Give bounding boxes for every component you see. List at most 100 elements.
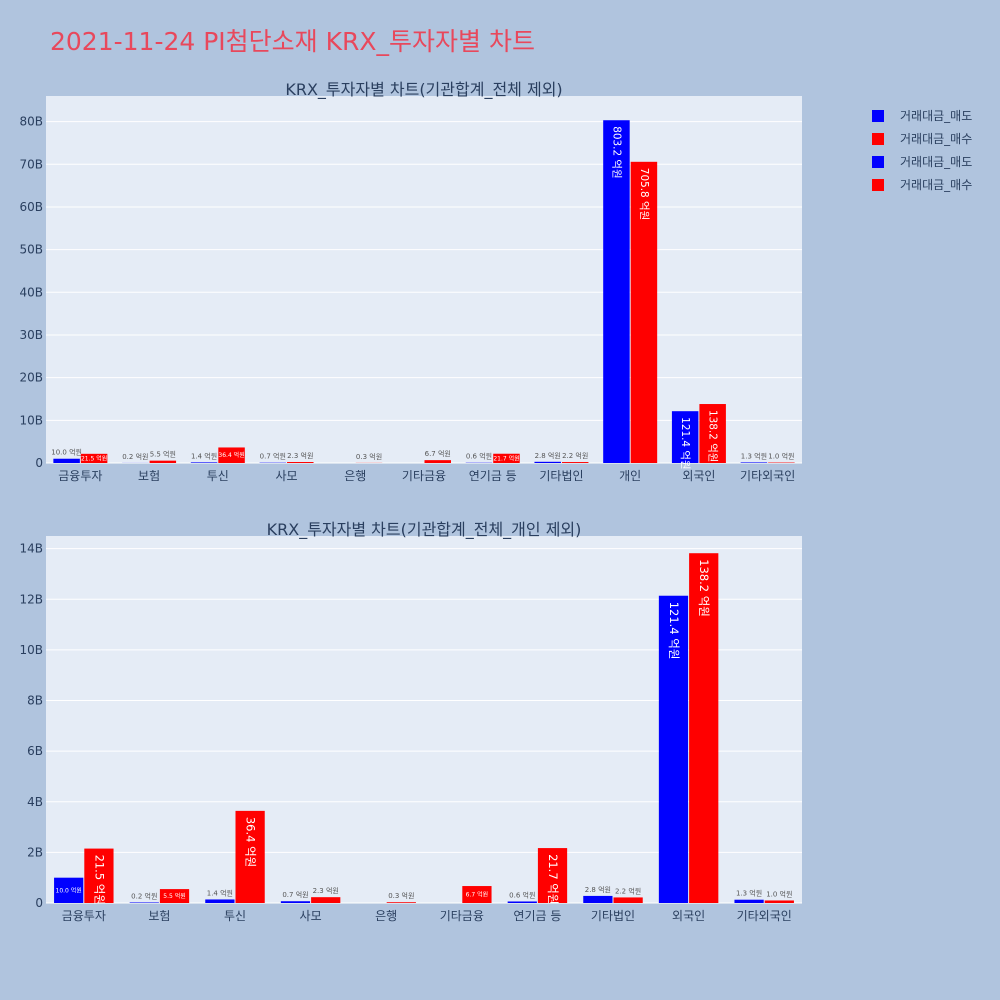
x-tick-label: 연기금 등 [513, 909, 561, 923]
page-title: 2021-11-24 PI첨단소재 KRX_투자자별 차트 [50, 27, 535, 56]
chart-title: KRX_투자자별 차트(기관합계_전체 제외) [285, 80, 562, 100]
x-tick-label: 투신 [224, 909, 246, 923]
data-label: 138.2 억원 [707, 410, 719, 462]
data-label: 0.2 억원 [122, 452, 148, 461]
data-label: 0.7 억원 [260, 452, 286, 461]
y-tick-label: 40B [19, 285, 43, 299]
bar-buy[interactable] [537, 848, 568, 903]
bar-buy[interactable] [493, 453, 520, 463]
data-label: 2.8 억원 [535, 451, 561, 460]
bar-buy[interactable] [159, 889, 190, 903]
x-tick-label: 사모 [300, 909, 322, 923]
data-label: 121.4 억원 [679, 417, 691, 469]
bar-buy[interactable] [149, 460, 177, 463]
x-tick-label: 금융투자 [58, 469, 102, 483]
bar-buy[interactable] [689, 553, 719, 903]
bar-sell[interactable] [190, 462, 218, 463]
data-label: 705.8 억원 [638, 168, 650, 220]
bar-buy[interactable] [462, 886, 492, 903]
legend-item-buy-2[interactable]: 거래대금_매수 [872, 173, 972, 196]
bar-buy[interactable] [386, 902, 416, 903]
bar-buy[interactable] [613, 897, 643, 903]
plot-area [46, 536, 802, 903]
bar-buy[interactable] [630, 161, 658, 463]
data-label: 1.0 억원 [768, 452, 794, 461]
bar-sell[interactable] [280, 901, 311, 903]
bar-buy[interactable] [561, 462, 589, 463]
bar-sell[interactable] [507, 901, 537, 903]
data-label: 1.4 억원 [191, 451, 217, 460]
legend-swatch-sell [872, 109, 884, 122]
bar-buy[interactable] [218, 447, 245, 463]
data-label: 121.4 억원 [667, 602, 681, 660]
y-tick-label: 6B [27, 744, 43, 758]
data-label: 6.7 억원 [466, 891, 489, 899]
bar-sell[interactable] [534, 461, 561, 463]
bar-sell[interactable] [740, 462, 768, 463]
bar-buy[interactable] [84, 848, 114, 903]
data-label: 6.7 억원 [425, 449, 451, 458]
data-label: 10.0 억원 [56, 886, 82, 894]
data-label: 0.2 억원 [131, 891, 157, 900]
y-tick-label: 4B [27, 795, 43, 809]
y-tick-label: 2B [27, 845, 43, 859]
data-label: 21.5 억원 [81, 454, 107, 462]
x-tick-label: 금융투자 [62, 909, 106, 923]
x-tick-label: 기타법인 [539, 469, 583, 483]
x-tick-label: 은행 [375, 908, 397, 923]
x-tick-label: 외국인 [682, 469, 715, 483]
y-tick-label: 60B [19, 200, 43, 214]
y-tick-label: 50B [19, 243, 43, 257]
data-label: 0.3 억원 [388, 891, 414, 900]
bar-buy[interactable] [424, 460, 451, 463]
bar-buy[interactable] [699, 404, 726, 463]
legend-label-sell: 거래대금_매도 [900, 109, 973, 123]
bar-sell[interactable] [53, 458, 80, 463]
bar-sell[interactable] [129, 902, 159, 903]
data-label: 2.8 억원 [585, 885, 611, 894]
x-tick-label: 보험 [138, 469, 160, 483]
legend: 거래대금_매도 거래대금_매수 거래대금_매도 거래대금_매수 [872, 104, 972, 196]
x-tick-label: 사모 [275, 469, 297, 483]
legend-swatch-buy-2 [872, 178, 884, 191]
bar-buy[interactable] [311, 897, 341, 903]
x-tick-label: 투신 [207, 469, 229, 483]
y-tick-label: 14B [19, 542, 43, 556]
data-label: 5.5 억원 [150, 450, 176, 459]
data-label: 138.2 억원 [697, 559, 711, 617]
legend-label-sell-2: 거래대금_매도 [900, 155, 973, 169]
data-label: 2.2 억원 [562, 451, 588, 460]
bar-sell[interactable] [658, 595, 689, 903]
data-label: 1.0 억원 [766, 889, 792, 898]
bar-buy[interactable] [235, 810, 265, 903]
data-label: 36.4 억원 [244, 817, 258, 867]
chart-title: KRX_투자자별 차트(기관합계_전체_개인 제외) [267, 520, 582, 540]
legend-item-sell-2[interactable]: 거래대금_매도 [872, 150, 972, 173]
bar-buy[interactable] [80, 453, 108, 463]
data-label: 1.3 억원 [741, 451, 767, 460]
x-tick-label: 개인 [619, 469, 641, 483]
y-tick-label: 0 [35, 896, 43, 910]
data-label: 21.7 억원 [546, 854, 560, 904]
x-tick-label: 연기금 등 [469, 469, 517, 483]
bar-sell[interactable] [583, 895, 613, 903]
y-tick-label: 8B [27, 694, 43, 708]
x-tick-label: 기타금융 [402, 469, 446, 483]
bar-sell[interactable] [603, 120, 630, 463]
data-label: 36.4 억원 [218, 451, 244, 459]
legend-label-buy-2: 거래대금_매수 [900, 178, 973, 192]
data-label: 2.3 억원 [287, 451, 313, 460]
data-label: 1.4 억원 [207, 888, 233, 897]
data-label: 5.5 억원 [163, 892, 186, 900]
bar-buy[interactable] [287, 462, 314, 463]
bar-sell[interactable] [734, 899, 764, 903]
data-label: 0.6 억원 [466, 452, 492, 461]
bar-sell[interactable] [205, 899, 235, 903]
legend-item-sell[interactable]: 거래대금_매도 [872, 104, 972, 127]
y-tick-label: 12B [19, 592, 43, 606]
bar-sell[interactable] [671, 411, 699, 463]
legend-swatch-sell-2 [872, 155, 884, 168]
bar-sell[interactable] [54, 877, 84, 903]
legend-item-buy[interactable]: 거래대금_매수 [872, 127, 972, 150]
bar-buy[interactable] [764, 900, 794, 903]
